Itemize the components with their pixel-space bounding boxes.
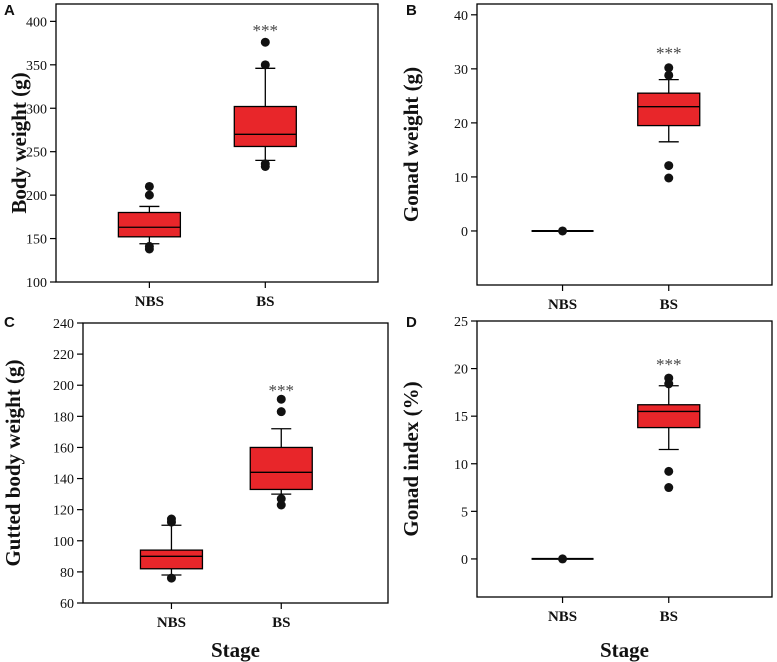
box-nbs	[531, 554, 594, 564]
y-tick-label: 100	[53, 535, 74, 550]
outlier-point	[664, 483, 674, 493]
box-nbs	[531, 226, 594, 236]
y-tick-label: 160	[53, 441, 74, 456]
y-tick-label: 400	[26, 15, 47, 30]
y-tick-label: 250	[26, 146, 47, 161]
panel-b: B 0 10 20 30 40 NBS BS Gonad weight (g) ***	[399, 2, 773, 313]
box-nbs	[117, 181, 182, 254]
y-tick-label: 100	[26, 276, 47, 291]
panel-a: A 100 150 200 250 300 350 400 NBS BS Body weight (…	[4, 2, 379, 310]
x-category-label: BS	[660, 297, 678, 313]
panel-letter: A	[4, 2, 15, 19]
box-bs	[637, 63, 701, 183]
outlier-point	[276, 494, 286, 504]
outlier-point	[144, 241, 154, 251]
significance-marker: ***	[656, 355, 682, 374]
plot-frame	[476, 3, 773, 286]
outlier-point	[276, 394, 286, 404]
y-tick-label: 0	[461, 553, 468, 568]
outlier-point	[664, 70, 674, 80]
box-bs	[249, 394, 313, 510]
y-tick-label: 40	[454, 9, 468, 24]
outlier-point	[664, 161, 674, 171]
significance-marker: ***	[269, 381, 295, 400]
outlier-point	[664, 173, 674, 183]
iqr-box	[637, 404, 701, 429]
outlier-point	[558, 554, 568, 564]
outlier-point	[664, 466, 674, 476]
box-bs	[637, 373, 701, 493]
outlier-point	[260, 159, 270, 169]
y-tick-label: 10	[454, 458, 468, 473]
iqr-box	[637, 92, 701, 127]
y-axis-label: Gonad weight (g)	[399, 67, 423, 222]
y-axis-label: Body weight (g)	[7, 72, 31, 213]
iqr-box	[117, 211, 182, 238]
panel-letter: B	[406, 2, 417, 19]
y-tick-label: 10	[454, 171, 468, 186]
iqr-box	[233, 105, 297, 148]
y-tick-label: 0	[461, 225, 468, 240]
y-tick-label: 140	[53, 473, 74, 488]
outlier-point	[260, 60, 270, 70]
y-tick-label: 60	[60, 597, 74, 612]
x-category-label: NBS	[548, 297, 577, 313]
y-tick-label: 20	[454, 117, 468, 132]
y-tick-label: 300	[26, 102, 47, 117]
panel-c: C 60 80 100 120 140 160 180 200 220 240 NBS BS Gutted…	[1, 314, 389, 662]
y-tick-label: 180	[53, 410, 74, 425]
y-tick-label: 220	[53, 348, 74, 363]
x-axis-label: Stage	[211, 638, 260, 662]
outlier-point	[664, 373, 674, 383]
y-tick-label: 240	[53, 317, 74, 332]
y-tick-label: 5	[461, 505, 468, 520]
y-tick-label: 150	[26, 233, 47, 248]
y-tick-label: 120	[53, 504, 74, 519]
panel-letter: D	[406, 314, 417, 331]
outlier-point	[144, 181, 154, 191]
plot-frame	[82, 322, 389, 604]
x-category-label: BS	[660, 609, 678, 625]
y-tick-label: 15	[454, 410, 468, 425]
outlier-point	[166, 514, 176, 524]
y-tick-label: 25	[454, 315, 468, 330]
panel-d: D 0 5 10 15 20 25 NBS BS Gonad index (%) Stage ***	[399, 314, 773, 662]
y-tick-label: 30	[454, 63, 468, 78]
outlier-point	[276, 500, 286, 510]
significance-marker: ***	[656, 44, 682, 63]
x-category-label: BS	[272, 615, 290, 631]
panel-letter: C	[4, 314, 15, 331]
x-category-label: NBS	[548, 609, 577, 625]
box-nbs	[139, 514, 204, 583]
outlier-point	[664, 63, 674, 73]
x-category-label: NBS	[157, 615, 186, 631]
outlier-point	[260, 37, 270, 47]
box-bs	[233, 37, 297, 171]
y-axis-label: Gutted body weight (g)	[1, 359, 25, 566]
y-tick-label: 350	[26, 59, 47, 74]
x-category-label: BS	[256, 294, 274, 310]
iqr-box	[249, 446, 313, 491]
iqr-box	[139, 549, 204, 570]
outlier-point	[166, 573, 176, 583]
y-tick-label: 20	[454, 363, 468, 378]
y-tick-label: 80	[60, 566, 74, 581]
x-category-label: NBS	[135, 294, 164, 310]
y-tick-label: 200	[26, 189, 47, 204]
outlier-point	[558, 226, 568, 236]
y-tick-label: 200	[53, 379, 74, 394]
outlier-point	[276, 407, 286, 417]
plot-frame	[476, 320, 773, 598]
y-axis-label: Gonad index (%)	[399, 381, 423, 536]
plot-frame	[55, 3, 379, 283]
x-axis-label: Stage	[600, 638, 649, 662]
outlier-point	[144, 190, 154, 200]
significance-marker: ***	[253, 21, 279, 40]
